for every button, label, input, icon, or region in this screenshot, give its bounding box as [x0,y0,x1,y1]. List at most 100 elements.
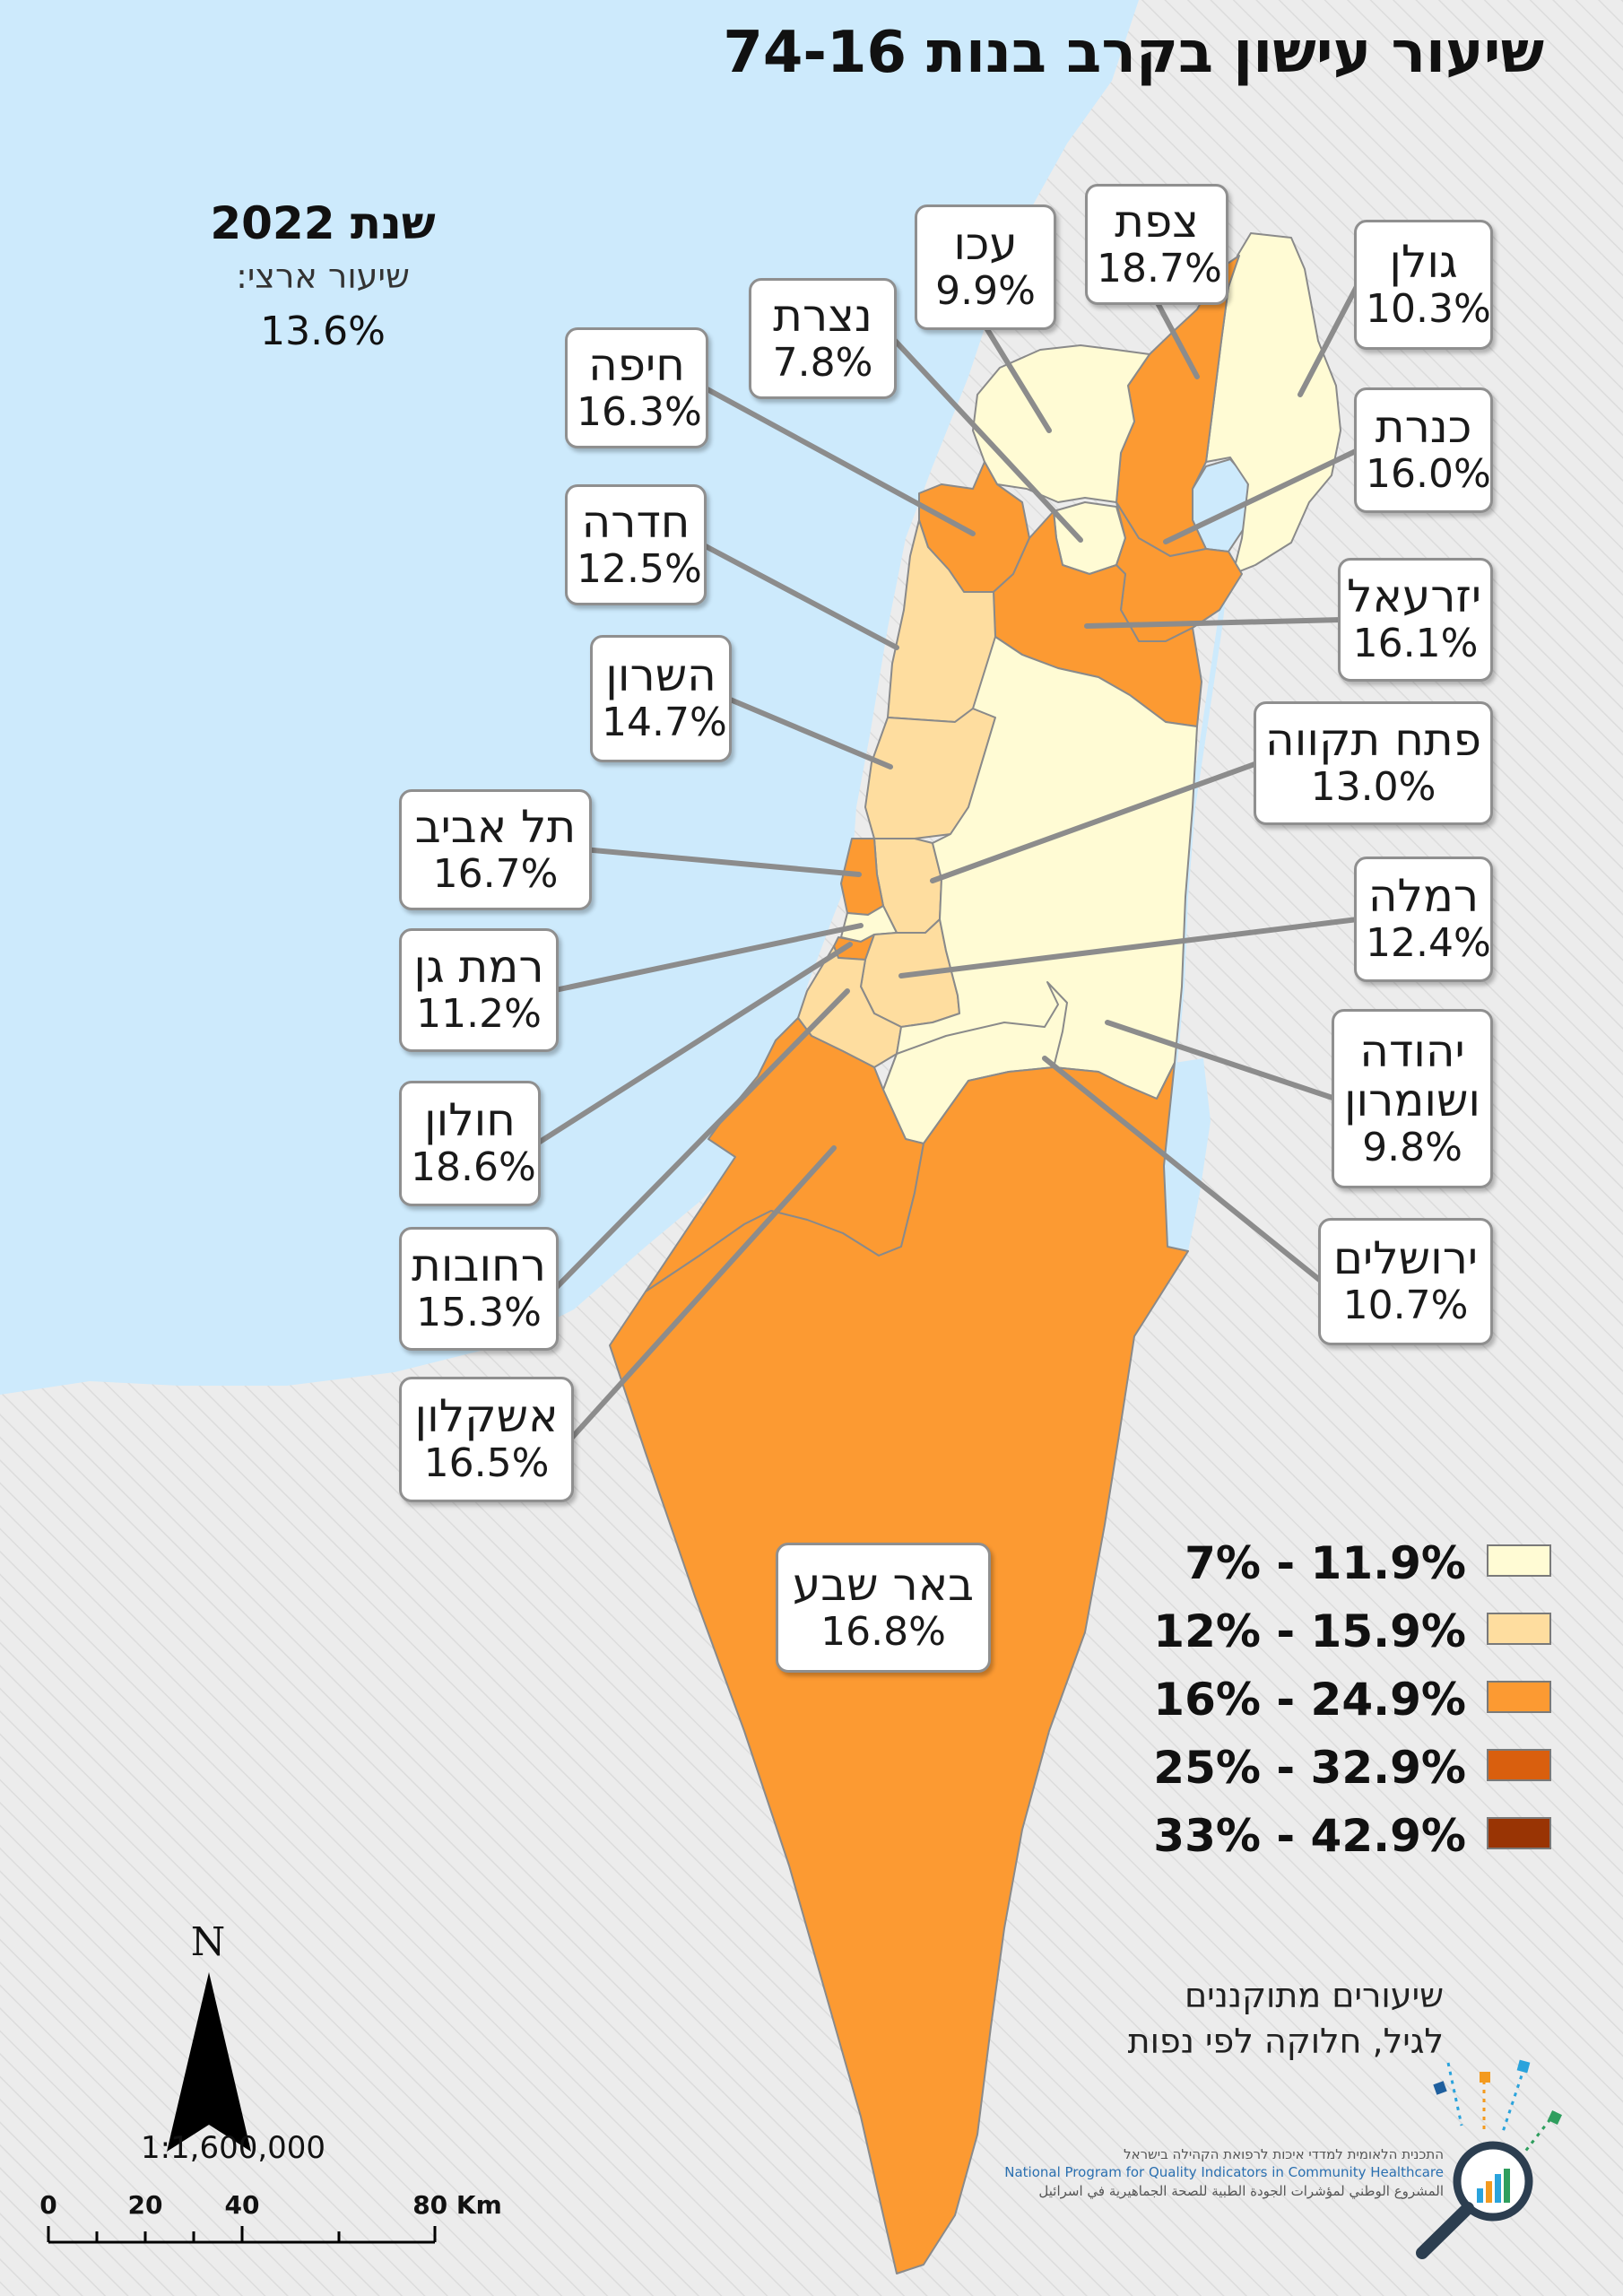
district-rate: 9.8% [1362,1124,1462,1170]
callout-jerusalem: ירושלים 10.7% [1318,1218,1493,1345]
district-rate: 12.4% [1366,920,1491,967]
leader-line-holon [534,942,853,1146]
callout-nazareth: נצרת 7.8% [749,278,897,399]
district-rate: 7.8% [772,339,873,386]
leader-line-haifa [702,385,976,536]
district-name: פתח תקווה [1265,714,1481,767]
district-rate: 16.5% [423,1440,550,1487]
callout-ramla: רמלה 12.4% [1354,857,1493,982]
district-name: רמלה [1367,870,1480,923]
legend-item: 25% - 32.9% [1112,1738,1551,1806]
district-rate: 9.9% [935,268,1036,315]
district-rate: 16.1% [1352,621,1479,667]
district-name: יזרעאל [1347,570,1481,623]
leader-line-golan [1298,282,1360,397]
callout-haifa: חיפה 16.3% [565,327,708,448]
legend-item: 12% - 15.9% [1112,1602,1551,1670]
leader-line-kinneret [1163,448,1360,544]
district-rate: 14.7% [602,700,727,746]
north-label: N [190,1919,226,1965]
map-title: שיעור עישון בקרב בנות 74-16 [723,20,1544,86]
callout-kinneret: כנרת 16.0% [1354,387,1493,513]
region-rehovot [797,945,902,1068]
legend-swatch [1487,1544,1551,1577]
callout-judea-samaria: יהודה ושומרון 9.8% [1332,1009,1493,1188]
district-name: יהודה ושומרון [1343,1024,1481,1126]
scale-label-20: 20 [127,2190,163,2220]
leader-line-ashkelon [568,1145,837,1442]
leader-line-hadera [700,542,899,650]
district-rate: 16.3% [577,388,702,435]
district-name: באר שבע [792,1558,975,1611]
legend-swatch [1487,1749,1551,1781]
method-note-line2: לגיל, חלוקה לפי נפות [1127,2022,1444,2062]
year-block: שנת 2022 שיעור ארצי: 13.6% [135,197,511,354]
national-rate-label: שיעור ארצי: [236,257,410,296]
callout-beer-sheva: באר שבע 16.8% [776,1543,991,1673]
district-rate: 16.0% [1366,451,1491,498]
district-rate: 18.6% [411,1144,536,1191]
callout-ramat-gan: רמת גן 11.2% [399,928,559,1052]
north-arrow-icon [167,1972,251,2152]
organization-name-he: התכנית הלאומית למדדי איכות לרפואת הקהילה… [1124,2146,1444,2162]
legend-item: 33% - 42.9% [1112,1806,1551,1874]
district-name: תל אביב [414,800,577,853]
legend-swatch [1487,1613,1551,1645]
district-name: נצרת [773,289,872,342]
national-rate-value: 13.6% [260,309,386,354]
leader-line-nazareth [890,335,1083,543]
organization-name-en: National Program for Quality Indicators … [1004,2164,1444,2181]
dead-sea [1164,1058,1211,1251]
district-name: השרון [605,649,716,702]
legend-label: 12% - 15.9% [1153,1605,1466,1657]
district-rate: 11.2% [416,991,542,1038]
callout-akko: עכו 9.9% [915,204,1056,330]
callout-safed: צפת 18.7% [1085,184,1228,305]
leader-line-judea-samaria [1105,1020,1338,1101]
district-rate: 15.3% [416,1290,542,1336]
district-name: חיפה [588,338,685,391]
callout-holon: חולון 18.6% [399,1081,541,1206]
district-name: רחובות [412,1239,546,1292]
callout-tel-aviv: תל אביב 16.7% [399,789,592,910]
legend-swatch [1487,1817,1551,1849]
callout-golan: גולן 10.3% [1354,220,1493,350]
callout-sharon: השרון 14.7% [590,635,732,762]
legend-label: 7% - 11.9% [1185,1537,1466,1589]
organization-name-ar: المشروع الوطني لمؤشرات الجودة الطبية للص… [1038,2182,1444,2199]
scale-bar [47,2226,437,2244]
leader-line-tel-aviv [586,847,862,877]
legend: 7% - 11.9% 12% - 15.9% 16% - 24.9% 25% -… [1112,1534,1551,1874]
district-name: עכו [953,218,1018,271]
leader-line-sharon [725,696,893,770]
leader-line-safed [1154,299,1200,379]
district-rate: 18.7% [1097,245,1222,291]
district-name: אשקלון [414,1390,559,1443]
leader-line-akko [983,324,1052,433]
legend-label: 16% - 24.9% [1153,1674,1466,1726]
leader-line-rehovot [552,988,850,1292]
scale-label-80: 80 Km [412,2190,502,2220]
district-rate: 10.7% [1342,1283,1469,1329]
district-rate: 13.0% [1310,764,1436,811]
legend-item: 16% - 24.9% [1112,1670,1551,1738]
district-name: צפת [1115,195,1199,248]
callout-hadera: חדרה 12.5% [565,484,707,605]
region-nazareth [1053,501,1126,575]
district-name: כנרת [1375,401,1472,454]
callout-petah-tikva: פתח תקווה 13.0% [1254,701,1493,825]
legend-item: 7% - 11.9% [1112,1534,1551,1602]
leader-line-petah-tikva [930,761,1260,883]
organization-name: התכנית הלאומית למדדי איכות לרפואת הקהילה… [906,2145,1444,2200]
scale-ratio: 1:1,600,000 [140,2130,326,2166]
leader-line-ramla [898,917,1360,978]
leader-line-jezreel [1084,617,1344,629]
district-rate: 10.3% [1366,285,1491,332]
callout-rehovot: רחובות 15.3% [399,1227,559,1351]
leader-line-ramat-gan [552,923,864,993]
district-name: גולן [1389,235,1458,288]
year-label: שנת 2022 [210,197,436,249]
district-name: רמת גן [413,941,544,994]
legend-label: 33% - 42.9% [1153,1810,1466,1862]
legend-swatch [1487,1681,1551,1713]
